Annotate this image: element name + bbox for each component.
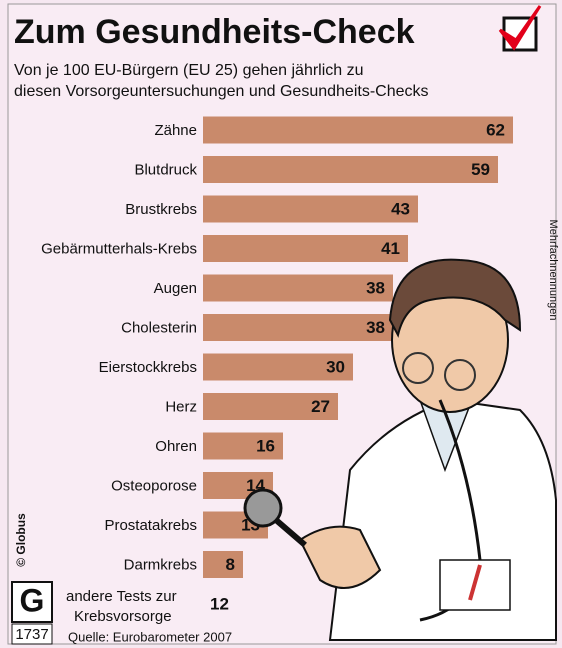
value-label: 30 bbox=[326, 357, 345, 376]
chart-title: Zum Gesundheits-Check bbox=[14, 13, 415, 51]
category-label: Blutdruck bbox=[134, 161, 197, 178]
value-label: 38 bbox=[366, 278, 385, 297]
logo: G bbox=[11, 581, 53, 645]
bar bbox=[203, 116, 513, 144]
subtitle: Von je 100 EU-Bürgern (EU 25) gehen jähr… bbox=[14, 62, 364, 79]
value-label: 16 bbox=[256, 436, 275, 455]
other-label: andere Tests zur bbox=[66, 588, 177, 605]
value-label: 62 bbox=[486, 120, 505, 139]
category-label: Cholesterin bbox=[121, 319, 197, 336]
category-label: Zähne bbox=[154, 122, 197, 139]
svg-text:G: G bbox=[20, 582, 45, 618]
category-label: Osteoporose bbox=[111, 477, 197, 494]
doctor-illustration bbox=[243, 258, 557, 641]
bar bbox=[203, 432, 283, 460]
check-box bbox=[498, 5, 542, 52]
value-label: 27 bbox=[311, 397, 330, 416]
issue-number: 1737 bbox=[15, 626, 48, 643]
bar bbox=[203, 353, 353, 381]
category-label: Gebärmutterhals-Krebs bbox=[41, 240, 197, 257]
category-label: Ohren bbox=[155, 438, 197, 455]
other-value: 12 bbox=[210, 594, 229, 613]
bar bbox=[203, 393, 338, 420]
bar bbox=[203, 235, 408, 262]
category-label: Herz bbox=[165, 398, 197, 415]
value-label: 38 bbox=[366, 318, 385, 337]
bar bbox=[203, 195, 418, 223]
value-label: 41 bbox=[381, 239, 400, 258]
bars: Zähne 62 Blutdruck 59 Brustkrebs 43 Gebärmutte… bbox=[41, 116, 513, 578]
other-label: Krebsvorsorge bbox=[74, 608, 172, 625]
value-label: 43 bbox=[391, 199, 410, 218]
category-label: Eierstockkrebs bbox=[99, 359, 197, 376]
credit: © Globus bbox=[14, 513, 28, 567]
subtitle: diesen Vorsorgeuntersuchungen und Gesund… bbox=[14, 83, 429, 100]
value-label: 59 bbox=[471, 160, 490, 179]
bar bbox=[203, 551, 243, 578]
bar bbox=[203, 156, 498, 183]
value-label: 8 bbox=[226, 555, 235, 574]
category-label: Augen bbox=[154, 280, 197, 297]
bar bbox=[203, 314, 393, 341]
category-label: Darmkrebs bbox=[124, 556, 197, 573]
source: Quelle: Eurobarometer 2007 bbox=[68, 629, 232, 644]
category-label: Prostatakrebs bbox=[104, 517, 197, 534]
note: Mehrfachnennungen bbox=[547, 220, 559, 321]
category-label: Brustkrebs bbox=[125, 201, 197, 218]
bar bbox=[203, 274, 393, 302]
